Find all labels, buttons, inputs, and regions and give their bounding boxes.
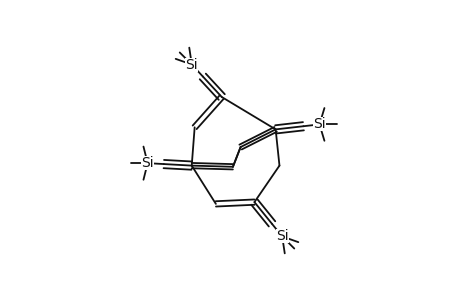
- Text: Si: Si: [313, 117, 325, 131]
- Text: Si: Si: [185, 58, 198, 71]
- Text: Si: Si: [275, 230, 288, 244]
- Text: Si: Si: [141, 156, 154, 170]
